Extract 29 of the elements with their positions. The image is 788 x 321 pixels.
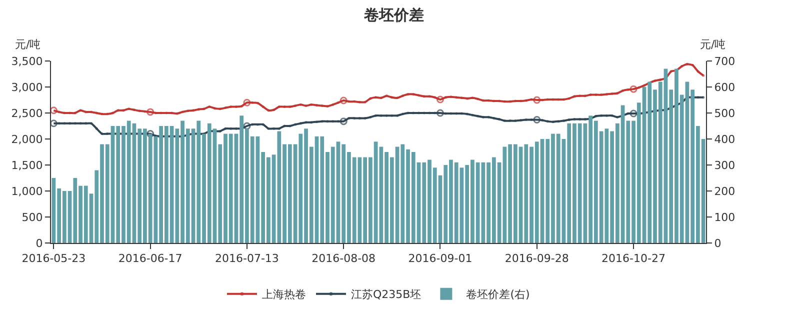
x-tick-label: 2016-09-01 [408,252,472,266]
legend-label: 江苏Q235B坯 [351,288,422,302]
y2-tick-label: 0 [714,236,722,250]
y-tick-label: 1,500 [11,158,43,172]
y2-tick-label: 100 [714,210,736,224]
y-tick-label: 3,500 [11,54,43,68]
y-tick-label: 3,000 [11,80,43,94]
y-tick-label: 1,000 [11,184,43,198]
x-tick-label: 2016-05-23 [22,252,86,266]
chart-title: 卷坯价差 [363,6,424,24]
legend-label: 上海热卷 [262,288,306,302]
y2-tick-label: 400 [714,132,736,146]
y-tick-label: 2,500 [11,106,43,120]
y2-tick-label: 500 [714,106,736,120]
y-tick-label: 2,000 [11,132,43,146]
y2-tick-label: 200 [714,184,736,198]
x-tick-label: 2016-09-28 [504,252,569,266]
y2-tick-label: 600 [714,80,736,94]
y2-tick-label: 300 [714,158,736,172]
y-tick-label: 500 [22,210,43,224]
x-tick-label: 2016-08-08 [312,252,376,266]
legend-label: 卷坯价差(右) [466,288,530,302]
y-tick-label: 0 [36,236,43,250]
x-tick-label: 2016-07-13 [214,252,279,266]
y2-axis-title: 元/吨 [700,38,726,51]
y-axis-title: 元/吨 [15,38,41,51]
x-tick-label: 2016-10-27 [602,252,666,266]
x-tick-label: 2016-06-17 [118,252,182,266]
y2-tick-label: 700 [714,54,736,68]
